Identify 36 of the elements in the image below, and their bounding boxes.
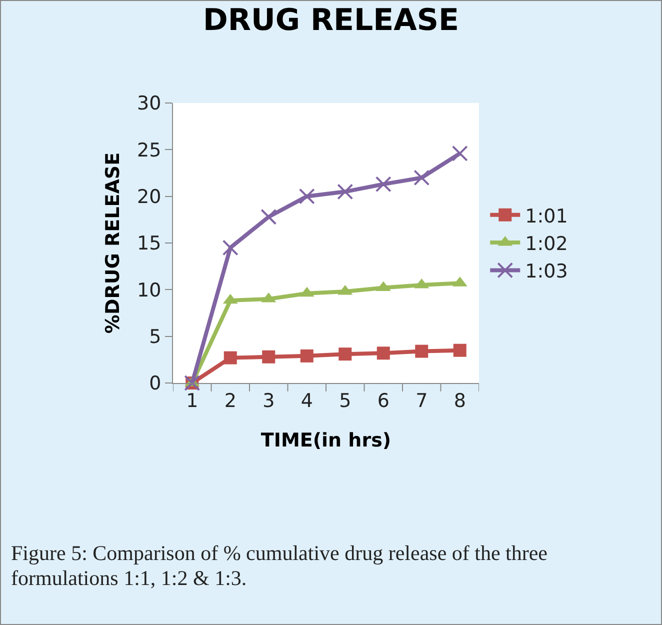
point xyxy=(338,348,352,361)
point xyxy=(262,350,276,364)
x-tick-label: 6 xyxy=(377,390,390,412)
point xyxy=(414,170,430,186)
point xyxy=(452,145,468,162)
point xyxy=(298,188,315,204)
x-tick-label: 8 xyxy=(454,390,466,412)
y-tick-label: 25 xyxy=(137,139,162,162)
point xyxy=(260,208,277,225)
legend-label: 1:01 xyxy=(525,205,568,228)
x-tick-label: 7 xyxy=(416,390,428,412)
point xyxy=(376,346,390,360)
caption: Figure 5: Comparison of % cumulative drug release of the three formulations 1:1, 1:2 & 1:3. xyxy=(11,541,549,591)
x-tick-label: 5 xyxy=(339,390,352,412)
y-tick-label: 30 xyxy=(137,92,162,115)
point xyxy=(222,240,238,256)
point xyxy=(375,176,392,192)
chart-title: DRUG RELEASE xyxy=(203,2,459,38)
point xyxy=(453,344,466,357)
legend-label: 1:02 xyxy=(525,232,568,255)
point xyxy=(415,344,428,358)
x-tick-label: 4 xyxy=(300,390,313,412)
x-tick-label: 1 xyxy=(186,390,198,412)
legend-label: 1:03 xyxy=(525,260,568,283)
y-tick-label: 0 xyxy=(149,372,162,395)
y-tick-label: 10 xyxy=(137,279,162,302)
point xyxy=(224,351,237,364)
point xyxy=(337,184,354,200)
x-tick-label: 2 xyxy=(224,390,236,412)
y-tick-label: 5 xyxy=(149,326,162,348)
x-tick-label: 3 xyxy=(262,390,275,412)
x-axis-title: TIME(in hrs) xyxy=(260,430,392,452)
y-tick-label: 15 xyxy=(137,232,162,255)
y-axis-title: %DRUG RELEASE xyxy=(102,152,124,334)
point xyxy=(300,349,314,362)
y-tick-label: 20 xyxy=(137,186,162,208)
